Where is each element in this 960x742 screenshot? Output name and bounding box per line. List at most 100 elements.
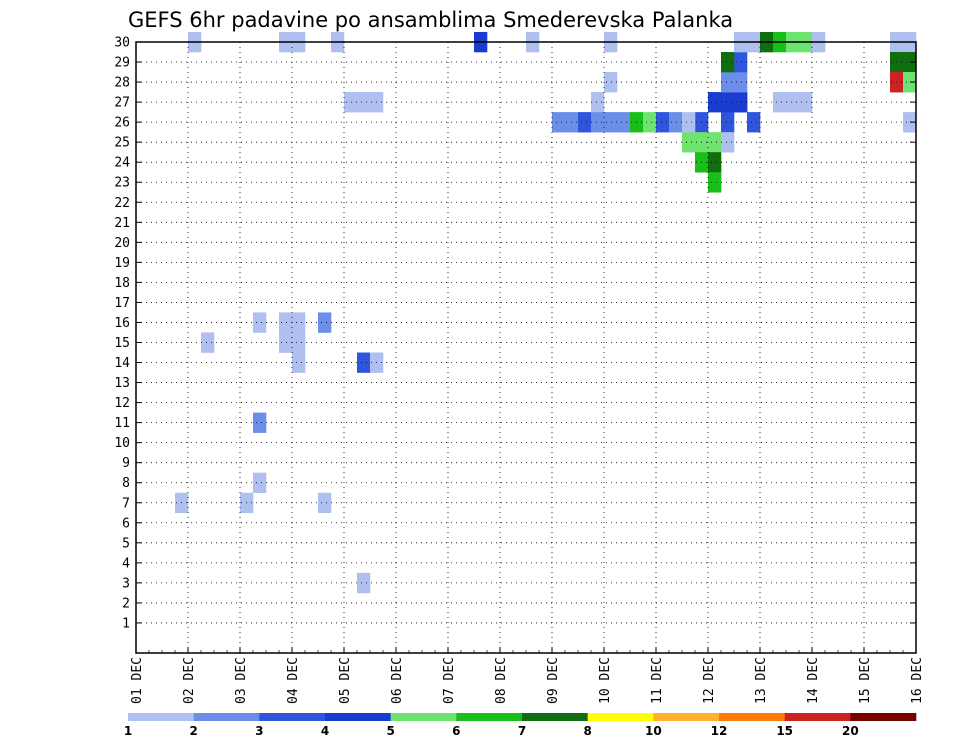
colorbar-label-5: 5	[386, 724, 394, 738]
heatmap-cell-72	[318, 312, 332, 333]
y-tick-label-3: 3	[122, 576, 130, 591]
colorbar-swatch-11	[850, 713, 917, 721]
y-tick-label-18: 18	[114, 276, 130, 291]
heatmap-cell-78	[292, 312, 306, 333]
heatmap-cell-64	[643, 112, 657, 133]
heatmap-cell-71	[318, 492, 332, 514]
x-tick-label-6: 07 DEC	[442, 657, 457, 704]
heatmap-cell-57	[552, 112, 566, 133]
y-tick-label-15: 15	[114, 336, 130, 351]
colorbar-label-6: 6	[452, 724, 460, 738]
heatmap-cell-20	[604, 72, 618, 93]
heatmap-cell-18	[786, 92, 800, 113]
y-tick-label-24: 24	[114, 156, 130, 171]
y-tick-label-20: 20	[114, 236, 130, 251]
heatmap-cell-13	[357, 92, 371, 113]
heatmap-cell-50	[903, 72, 917, 93]
y-tick-label-14: 14	[114, 356, 130, 371]
y-tick-label-9: 9	[122, 456, 130, 471]
heatmap-cell-83	[357, 572, 371, 594]
x-tick-label-8: 09 DEC	[546, 657, 561, 704]
x-tick-label-5: 06 DEC	[390, 657, 405, 704]
heatmap-cell-62	[617, 112, 631, 133]
heatmap-cell-60	[591, 112, 605, 133]
colorbar-label-20: 20	[842, 724, 859, 738]
heatmap-cell-76	[292, 332, 306, 353]
heatmap-cell-15	[591, 92, 605, 113]
heatmap-cell-37	[721, 72, 735, 93]
heatmap-cell-75	[279, 332, 293, 353]
heatmap-cell-59	[578, 112, 592, 133]
colorbar: 1 2 3 4 5 6 7 8 10 12 15 20	[124, 713, 917, 738]
x-tick-label-12: 13 DEC	[754, 657, 769, 704]
y-axis-ticks: 1234567891011121314151617181920212223242…	[114, 36, 916, 631]
heatmap-cell-69	[201, 332, 215, 353]
y-tick-label-4: 4	[122, 556, 130, 571]
colorbar-swatch-4	[390, 713, 457, 721]
y-tick-label-12: 12	[114, 396, 130, 411]
colorbar-label-7: 7	[518, 724, 526, 738]
colorbar-label-1: 1	[124, 724, 132, 738]
y-tick-label-1: 1	[122, 616, 130, 631]
x-tick-label-14: 15 DEC	[858, 657, 873, 704]
y-tick-label-8: 8	[122, 476, 130, 491]
y-tick-label-5: 5	[122, 536, 130, 551]
colorbar-label-15: 15	[776, 724, 793, 738]
colorbar-label-8: 8	[583, 724, 591, 738]
x-tick-label-9: 10 DEC	[598, 657, 613, 704]
heatmap-cell-66	[669, 112, 683, 133]
x-tick-label-13: 14 DEC	[806, 657, 821, 704]
heatmap-cell-12	[344, 92, 358, 113]
x-tick-label-10: 11 DEC	[650, 657, 665, 704]
heatmap-cell-36	[721, 132, 735, 153]
x-axis-ticks: 01 DEC 02 DEC 03 DEC 04 DEC 05 DEC 06 DEC 07 D…	[130, 647, 925, 704]
heatmap-cell-28	[734, 92, 748, 113]
colorbar-label-12: 12	[711, 724, 728, 738]
x-tick-label-7: 08 DEC	[494, 657, 509, 704]
colorbar-label-4: 4	[321, 724, 329, 738]
colorbar-swatch-2	[259, 713, 326, 721]
heatmap-cell-73	[357, 352, 371, 373]
colorbar-swatch-9	[719, 713, 785, 721]
y-tick-label-28: 28	[114, 76, 130, 91]
plot-frame	[135, 41, 917, 654]
heatmap-cell-42	[903, 52, 917, 73]
colorbar-swatch-6	[522, 713, 588, 721]
heatmap-cell-17	[773, 92, 787, 113]
colorbar-label-10: 10	[645, 724, 662, 738]
heatmap-cell-27	[721, 92, 735, 113]
x-tick-label-11: 12 DEC	[702, 657, 717, 704]
heatmap-cell-29	[682, 132, 696, 153]
colorbar-swatch-1	[193, 713, 260, 721]
heatmap-cell-39	[734, 52, 748, 73]
y-tick-label-30: 30	[114, 36, 130, 51]
x-tick-label-2: 03 DEC	[234, 657, 249, 704]
x-tick-label-3: 04 DEC	[286, 657, 301, 704]
colorbar-label-3: 3	[255, 724, 263, 738]
y-tick-label-13: 13	[114, 376, 130, 391]
x-tick-label-4: 05 DEC	[338, 657, 353, 704]
x-tick-label-1: 02 DEC	[182, 657, 197, 704]
colorbar-swatch-10	[784, 713, 851, 721]
x-tick-label-15: 16 DEC	[910, 657, 925, 704]
y-tick-label-29: 29	[114, 56, 130, 71]
heatmap-cell-38	[734, 72, 748, 93]
dotted-grid	[136, 41, 916, 653]
y-tick-label-21: 21	[114, 216, 130, 231]
y-tick-label-22: 22	[114, 196, 130, 211]
colorbar-swatch-0	[128, 713, 194, 721]
colorbar-label-2: 2	[189, 724, 197, 738]
chart-title: GEFS 6hr padavine po ansamblima Smederev…	[128, 8, 733, 32]
heatmap-cell-65	[656, 112, 670, 133]
colorbar-swatch-5	[456, 713, 523, 721]
y-tick-label-27: 27	[114, 96, 130, 111]
y-tick-label-26: 26	[114, 116, 130, 131]
heatmap-cell-34	[708, 172, 722, 193]
heatmap-cell-40	[721, 52, 735, 73]
y-tick-label-23: 23	[114, 176, 130, 191]
heatmap-cell-24	[721, 112, 735, 133]
x-tick-label-0: 01 DEC	[130, 657, 145, 704]
y-tick-label-2: 2	[122, 596, 130, 611]
